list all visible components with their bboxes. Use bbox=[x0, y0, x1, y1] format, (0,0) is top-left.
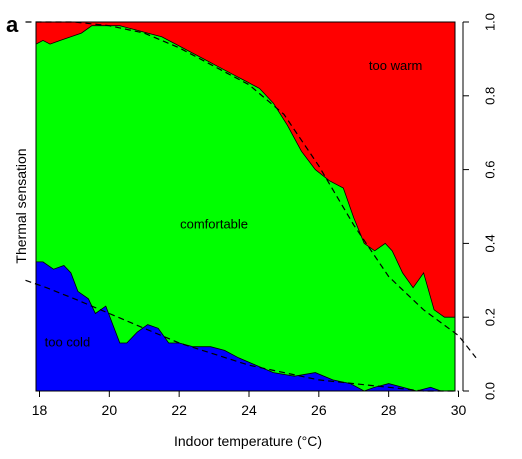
y-tick-label: 0.8 bbox=[483, 87, 498, 105]
series-labels: too cold comfortable too warm bbox=[45, 58, 423, 350]
y-tick-label: 0.6 bbox=[483, 161, 498, 179]
series-label-too-cold: too cold bbox=[45, 335, 91, 350]
y-tick-label: 0.4 bbox=[483, 234, 498, 252]
x-tick-label: 28 bbox=[381, 402, 397, 418]
fit-curve-cold bbox=[25, 279, 459, 392]
y-tick-label: 0.0 bbox=[483, 382, 498, 400]
y-tick-label: 1.0 bbox=[483, 13, 498, 31]
x-tick-label: 30 bbox=[451, 402, 467, 418]
plot-areas bbox=[35, 22, 455, 392]
x-axis-label: Indoor temperature (°C) bbox=[174, 433, 322, 449]
y-tick-label: 0.2 bbox=[483, 308, 498, 326]
panel-label: a bbox=[6, 12, 19, 37]
x-tick-label: 24 bbox=[241, 402, 257, 418]
y-axis: 0.0 0.2 0.4 0.6 0.8 1.0 bbox=[462, 13, 498, 400]
fit-lines bbox=[25, 21, 477, 392]
x-axis: 18 20 22 24 26 28 30 bbox=[32, 390, 467, 418]
series-label-too-warm: too warm bbox=[369, 58, 422, 73]
series-label-comfortable: comfortable bbox=[180, 217, 248, 232]
x-tick-label: 22 bbox=[171, 402, 187, 418]
area-too-cold bbox=[36, 261, 455, 391]
y-axis-label: Thermal sensation bbox=[13, 148, 29, 263]
x-tick-label: 18 bbox=[32, 402, 48, 418]
fit-curve-warm bbox=[25, 21, 477, 359]
x-tick-label: 26 bbox=[311, 402, 327, 418]
boundary-warm-line bbox=[35, 25, 455, 318]
x-tick-label: 20 bbox=[102, 402, 118, 418]
area-comfortable bbox=[36, 25, 455, 391]
